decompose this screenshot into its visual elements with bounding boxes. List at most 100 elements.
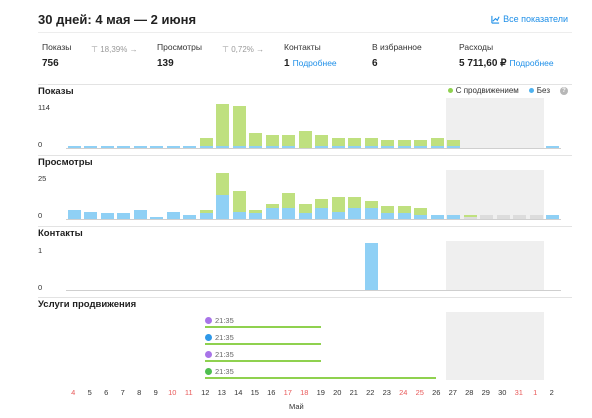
views-bar-without[interactable]	[298, 213, 312, 219]
impressions-bar-promoted[interactable]	[397, 139, 411, 146]
promotion-item[interactable]: 21:35	[205, 350, 234, 359]
legend-promoted[interactable]: С продвижением	[447, 86, 519, 95]
impressions-bar-without[interactable]	[348, 146, 362, 148]
impressions-bar-promoted[interactable]	[249, 133, 263, 146]
impressions-bar-promoted[interactable]	[199, 137, 213, 146]
views-bar-without[interactable]	[67, 209, 81, 219]
views-bar-without[interactable]	[265, 207, 279, 219]
impressions-bar-without[interactable]	[331, 146, 345, 148]
views-bar-without[interactable]	[199, 213, 213, 219]
views-bar-promoted[interactable]	[331, 196, 345, 212]
views-bar-without[interactable]	[232, 211, 246, 219]
impressions-bar-without[interactable]	[100, 146, 114, 148]
views-bar-without[interactable]	[282, 207, 296, 219]
impressions-bar-without[interactable]	[414, 146, 428, 148]
x-axis-tick-label: 13	[217, 388, 226, 397]
impressions-bar-promoted[interactable]	[447, 139, 461, 146]
impressions-bar-promoted[interactable]	[364, 137, 378, 146]
views-bar-without[interactable]	[84, 211, 98, 219]
views-bar-without[interactable]	[315, 207, 329, 219]
promotion-item[interactable]: 21:35	[205, 316, 234, 325]
views-bar-future[interactable]	[529, 215, 543, 219]
views-bar-promoted[interactable]	[282, 193, 296, 208]
impressions-bar-promoted[interactable]	[315, 135, 329, 146]
impressions-bar-promoted[interactable]	[216, 103, 230, 146]
promotion-title: Услуги продвижения	[38, 299, 137, 310]
views-bar-promoted[interactable]	[315, 198, 329, 208]
views-bar-promoted[interactable]	[249, 209, 263, 214]
views-bar-without[interactable]	[364, 207, 378, 219]
views-bar-without[interactable]	[430, 215, 444, 219]
impressions-bar-without[interactable]	[447, 146, 461, 148]
views-bar-promoted[interactable]	[348, 196, 362, 208]
views-bar-promoted[interactable]	[397, 206, 411, 214]
impressions-bar-without[interactable]	[166, 146, 180, 148]
views-bar-without[interactable]	[150, 217, 164, 219]
views-bar-without[interactable]	[546, 215, 560, 219]
impressions-bar-without[interactable]	[282, 145, 296, 148]
views-bar-without[interactable]	[133, 209, 147, 219]
impressions-bar-without[interactable]	[183, 146, 197, 148]
impressions-bar-without[interactable]	[232, 145, 246, 148]
impressions-bar-promoted[interactable]	[298, 131, 312, 148]
help-icon[interactable]: ?	[560, 86, 568, 95]
impressions-bar-without[interactable]	[315, 145, 329, 148]
impressions-bar-without[interactable]	[199, 146, 213, 148]
views-bar-without[interactable]	[117, 213, 131, 219]
all-metrics-link[interactable]: Все показатели	[491, 14, 568, 24]
views-bar-promoted[interactable]	[381, 206, 395, 214]
impressions-bar-without[interactable]	[546, 146, 560, 148]
views-bar-without[interactable]	[348, 207, 362, 219]
views-bar-promoted[interactable]	[216, 173, 230, 196]
impressions-bar-promoted[interactable]	[232, 105, 246, 146]
promotion-item[interactable]: 21:35	[205, 333, 234, 342]
views-bar-promoted[interactable]	[364, 200, 378, 208]
impressions-bar-without[interactable]	[364, 146, 378, 148]
impressions-bar-promoted[interactable]	[265, 135, 279, 146]
views-bar-future[interactable]	[480, 215, 494, 219]
legend-without[interactable]: Без	[528, 86, 550, 95]
impressions-bar-promoted[interactable]	[331, 137, 345, 146]
views-bar-future[interactable]	[463, 217, 477, 219]
views-bar-without[interactable]	[397, 213, 411, 219]
contacts-bar[interactable]	[364, 243, 378, 290]
views-bar-future[interactable]	[496, 215, 510, 219]
impressions-bar-without[interactable]	[150, 146, 164, 148]
impressions-bar-without[interactable]	[216, 145, 230, 148]
expenses-more-link[interactable]: Подробнее	[509, 58, 554, 68]
impressions-bar-without[interactable]	[430, 146, 444, 148]
views-bar-promoted[interactable]	[298, 204, 312, 214]
contacts-more-link[interactable]: Подробнее	[292, 58, 337, 68]
views-bar-without[interactable]	[249, 213, 263, 219]
impressions-bar-promoted[interactable]	[282, 135, 296, 146]
impressions-bar-without[interactable]	[381, 146, 395, 148]
views-bar-without[interactable]	[183, 215, 197, 219]
impressions-bar-without[interactable]	[249, 146, 263, 148]
views-bar-without[interactable]	[216, 195, 230, 219]
views-bar-promoted[interactable]	[265, 204, 279, 208]
x-axis-tick-label: 15	[250, 388, 259, 397]
promotion-item[interactable]: 21:35	[205, 367, 234, 376]
views-bar-promoted[interactable]	[232, 191, 246, 212]
views-bar-without[interactable]	[381, 213, 395, 219]
impressions-bar-without[interactable]	[397, 146, 411, 148]
views-bar-future[interactable]	[513, 215, 527, 219]
impressions-bar-without[interactable]	[265, 145, 279, 148]
impressions-bar-without[interactable]	[84, 146, 98, 148]
impressions-bar-promoted[interactable]	[414, 139, 428, 146]
impressions-bar-promoted[interactable]	[381, 139, 395, 146]
impressions-bar-promoted[interactable]	[430, 137, 444, 146]
views-bar-without[interactable]	[447, 215, 461, 219]
impressions-bar-without[interactable]	[117, 146, 131, 148]
views-bar-without[interactable]	[166, 211, 180, 219]
views-bar-without[interactable]	[331, 211, 345, 219]
x-axis-tick-label: 14	[234, 388, 243, 397]
views-bar-without[interactable]	[100, 213, 114, 219]
views-bar-promoted[interactable]	[414, 207, 428, 216]
impressions-bar-promoted[interactable]	[348, 137, 362, 146]
views-bar-without[interactable]	[414, 215, 428, 219]
views-bar-promoted[interactable]	[199, 209, 213, 214]
impressions-bar-without[interactable]	[133, 146, 147, 148]
impressions-bar-without[interactable]	[67, 146, 81, 148]
views-bar-promoted[interactable]	[463, 215, 477, 219]
